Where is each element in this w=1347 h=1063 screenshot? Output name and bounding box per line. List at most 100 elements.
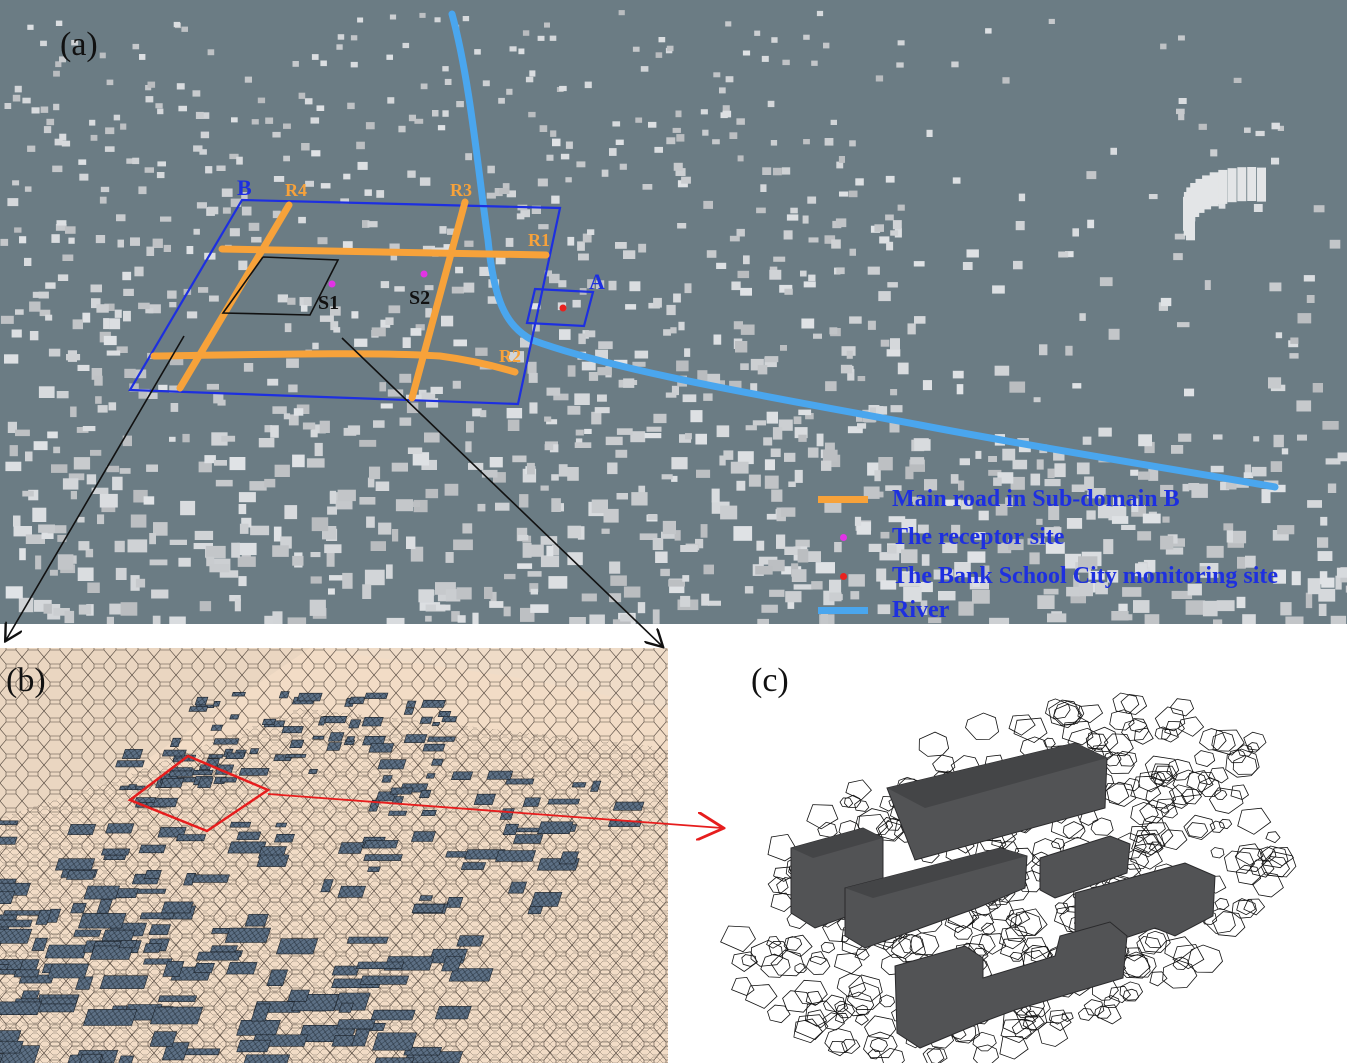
building-block bbox=[178, 557, 191, 567]
building-block bbox=[803, 281, 816, 288]
mesh-building bbox=[207, 754, 224, 759]
building-block bbox=[53, 70, 60, 77]
building-block bbox=[736, 228, 745, 237]
building-block bbox=[740, 287, 752, 296]
building-block bbox=[437, 125, 446, 131]
building-block bbox=[91, 298, 101, 309]
mesh-cell bbox=[766, 936, 782, 949]
mesh-building bbox=[275, 822, 288, 828]
mesh-cell bbox=[1109, 709, 1135, 731]
building-block bbox=[849, 316, 862, 324]
building-block bbox=[803, 139, 810, 145]
building-block bbox=[644, 433, 662, 439]
building-block bbox=[238, 504, 247, 515]
building-block bbox=[97, 514, 105, 525]
mesh-building bbox=[115, 760, 145, 768]
building-block bbox=[186, 246, 194, 255]
building-block bbox=[788, 481, 796, 487]
building-block bbox=[447, 228, 456, 235]
building-block bbox=[806, 551, 821, 562]
panel-b-mesh-overview: (b) bbox=[0, 648, 668, 1063]
building-block bbox=[716, 425, 730, 438]
building-block bbox=[387, 97, 395, 104]
building-block bbox=[994, 365, 1010, 376]
mesh-building bbox=[405, 700, 417, 708]
building-block bbox=[380, 403, 393, 409]
mesh-cell bbox=[1180, 788, 1203, 805]
building-block bbox=[737, 155, 744, 162]
building-block bbox=[1177, 322, 1190, 328]
building-block bbox=[462, 16, 470, 22]
building-block bbox=[609, 148, 617, 156]
mesh-cell bbox=[1121, 719, 1150, 741]
building-block bbox=[1171, 590, 1193, 599]
building-block bbox=[958, 601, 974, 616]
building-block bbox=[39, 309, 51, 317]
mesh-building bbox=[612, 801, 645, 811]
mesh-cell bbox=[1194, 750, 1216, 767]
building-block bbox=[1131, 505, 1147, 517]
building-block bbox=[1213, 619, 1223, 624]
building-block bbox=[293, 408, 304, 416]
building-block bbox=[1086, 171, 1097, 180]
building-block bbox=[551, 195, 560, 204]
mesh-building bbox=[364, 692, 389, 699]
building-block bbox=[1047, 613, 1067, 623]
building-block bbox=[310, 429, 318, 438]
building-block bbox=[47, 431, 58, 439]
mesh-building bbox=[356, 961, 405, 969]
building-block bbox=[424, 432, 440, 443]
building-block bbox=[798, 434, 807, 442]
building-block bbox=[465, 153, 472, 161]
building-block bbox=[666, 304, 676, 316]
building-block bbox=[1158, 302, 1168, 311]
mesh-building bbox=[77, 913, 127, 929]
building-block bbox=[157, 161, 166, 167]
building-block bbox=[241, 206, 252, 216]
building-block bbox=[1027, 538, 1046, 545]
building-block bbox=[978, 510, 989, 521]
building-block bbox=[38, 524, 55, 533]
mesh-building bbox=[361, 717, 384, 727]
building-block bbox=[791, 569, 807, 582]
mesh-cell bbox=[1172, 956, 1190, 970]
mesh-building bbox=[287, 989, 311, 1002]
building-block bbox=[18, 597, 34, 613]
building-block bbox=[103, 318, 110, 330]
building-block bbox=[703, 564, 714, 575]
building-block bbox=[1079, 313, 1086, 321]
building-block bbox=[849, 248, 856, 256]
mesh-building bbox=[345, 736, 356, 742]
building-block bbox=[544, 416, 552, 422]
mesh-building bbox=[403, 707, 415, 715]
mesh-cell bbox=[1005, 913, 1023, 927]
mesh-cell bbox=[845, 779, 872, 801]
building-block bbox=[362, 220, 370, 228]
building-block bbox=[274, 464, 290, 477]
building-block bbox=[623, 250, 636, 259]
building-block bbox=[950, 474, 959, 484]
building-block bbox=[879, 236, 890, 244]
mesh-building bbox=[335, 1019, 376, 1030]
building-block bbox=[567, 525, 582, 539]
mesh-cell bbox=[972, 1044, 999, 1063]
mesh-cell bbox=[1086, 726, 1119, 752]
building-block bbox=[1130, 469, 1139, 476]
building-block bbox=[800, 270, 807, 277]
mesh-building bbox=[149, 1006, 204, 1025]
building-block bbox=[816, 10, 824, 17]
building-block bbox=[558, 280, 567, 288]
building-block bbox=[1236, 596, 1246, 609]
building-block bbox=[70, 491, 77, 500]
building-block bbox=[394, 286, 405, 292]
building-block bbox=[462, 523, 473, 534]
building-block bbox=[1202, 600, 1218, 617]
building-block bbox=[386, 617, 405, 624]
building-block bbox=[652, 609, 660, 624]
mesh-cell bbox=[1187, 944, 1223, 973]
mesh-building bbox=[160, 901, 194, 914]
building-block bbox=[506, 408, 523, 419]
building-block bbox=[329, 575, 344, 581]
building-block bbox=[49, 569, 58, 576]
building-block bbox=[781, 167, 791, 175]
